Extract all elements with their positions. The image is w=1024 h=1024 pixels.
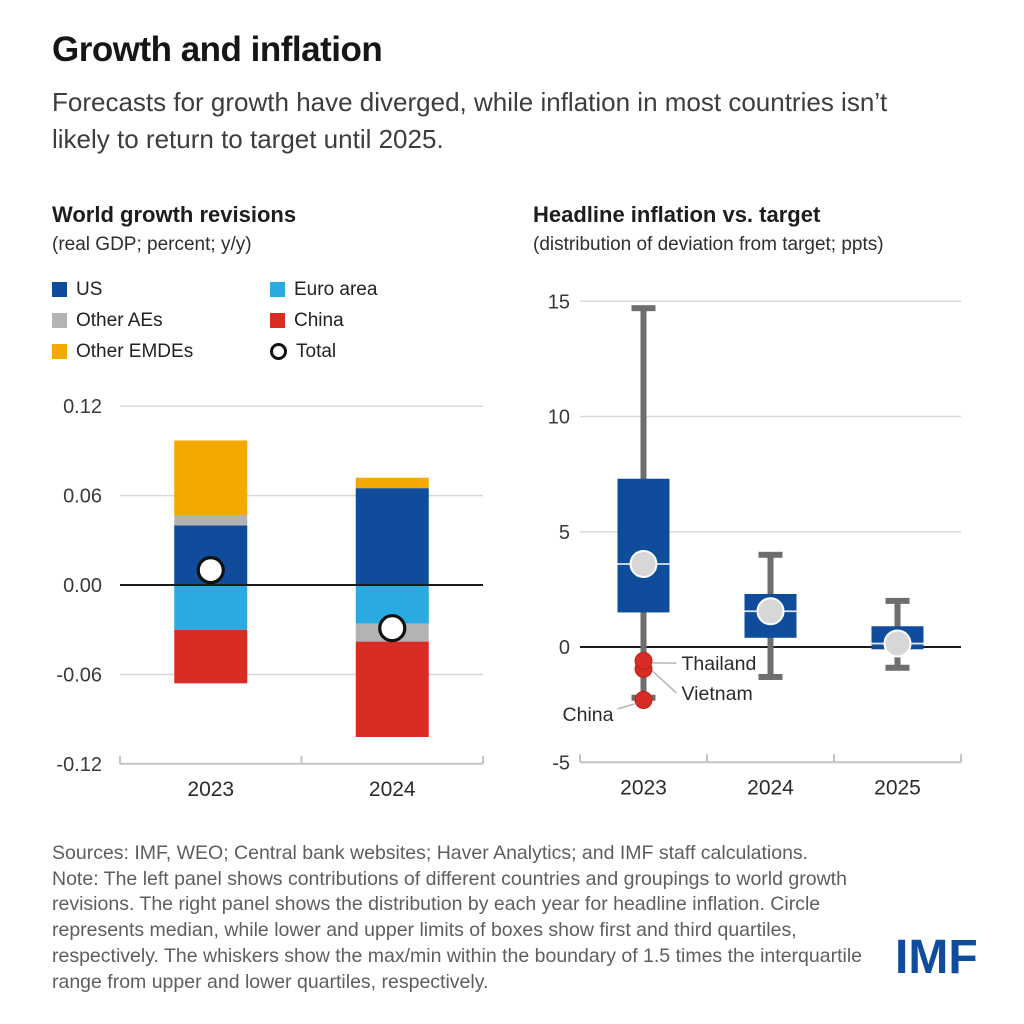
legend-item-other-emdes: Other EMDEs: [52, 341, 270, 362]
x-axis-category-label: 2023: [187, 778, 234, 801]
imf-logo: IMF: [895, 931, 978, 984]
annotation-label-vietnam: Vietnam: [682, 683, 753, 705]
legend-item-china: China: [270, 310, 377, 331]
y-axis-tick-label: 0.00: [63, 575, 102, 597]
x-axis-category-label: 2023: [620, 776, 667, 799]
y-axis-tick-label: 10: [548, 407, 570, 429]
legend-swatch-icon: [270, 313, 285, 328]
total-marker-2023: [196, 556, 225, 585]
bar-segment-china-2024: [355, 641, 429, 737]
y-axis-tick-label: 5: [559, 522, 570, 544]
sources-text: Sources: IMF, WEO; Central bank websites…: [52, 842, 809, 864]
legend-label: Other AEs: [76, 309, 163, 331]
y-axis-tick-label: 0.06: [63, 486, 102, 508]
legend-item-total: Total: [270, 341, 377, 362]
whisker-cap-min-2025: [885, 664, 910, 671]
left-panel-subtitle: (real GDP; percent; y/y): [52, 234, 252, 255]
legend-swatch-icon: [52, 313, 67, 328]
legend-swatch-icon: [270, 282, 285, 297]
whisker-cap-max-2024: [758, 551, 783, 558]
note-text: Note: The left panel shows contributions…: [52, 867, 862, 993]
legend: US Other AEs Other EMDEs Euro area China Tota…: [52, 279, 377, 362]
annotation-label-thailand: Thailand: [682, 653, 757, 675]
legend-swatch-icon: [52, 344, 67, 359]
legend-swatch-icon: [52, 282, 67, 297]
x-axis-category-label: 2024: [747, 776, 794, 799]
left-panel-title: World growth revisions: [52, 202, 297, 227]
annotation-leader-vietnam: [651, 670, 678, 694]
legend-label: Other EMDEs: [76, 340, 194, 362]
bar-segment-other-emdes-2024: [355, 477, 429, 489]
whisker-cap-min-2024: [758, 673, 783, 680]
legend-label: China: [294, 309, 344, 331]
iqr-box-2023: [617, 478, 670, 613]
legend-ring-icon: [270, 343, 287, 360]
median-marker-2025: [883, 629, 912, 658]
y-axis-tick-label: 0: [559, 637, 570, 659]
whisker-cap-max-2023: [631, 305, 656, 312]
right-panel-subtitle: (distribution of deviation from target; …: [533, 234, 884, 255]
growth-revisions-bar-chart: 0.12 0.06 0.00 -0.06 -0.12 2023 2024: [56, 396, 484, 801]
legend-label: Euro area: [294, 278, 378, 300]
total-marker-2024: [378, 614, 407, 643]
y-axis-tick-label: -5: [552, 752, 570, 774]
inflation-boxplot-chart: 15 10 5 0 -5 Thailand Vietnam China 2023 2024 2025: [548, 291, 962, 799]
bar-segment-china-2023: [174, 629, 248, 684]
page-subtitle: Forecasts for growth have diverged, whil…: [52, 87, 888, 154]
bar-segment-us-2024: [355, 488, 429, 585]
y-axis-tick-label: 15: [548, 291, 570, 313]
bar-segment-other-aes-2023: [174, 514, 248, 526]
outlier-dot-thailand: [634, 651, 653, 670]
x-axis-category-label: 2024: [369, 778, 416, 801]
bar-segment-euro-area-2023: [174, 585, 248, 630]
legend-item-euro-area: Euro area: [270, 279, 377, 300]
median-marker-2023: [629, 550, 658, 579]
y-axis-tick-label: 0.12: [63, 396, 102, 418]
footnote: Sources: IMF, WEO; Central bank websites…: [52, 841, 864, 995]
legend-label: US: [76, 278, 103, 300]
outlier-dot-china: [634, 691, 653, 710]
y-axis-tick-label: -0.12: [56, 754, 102, 776]
legend-item-other-aes: Other AEs: [52, 310, 270, 331]
bar-segment-other-emdes-2023: [174, 440, 248, 515]
y-axis-tick-label: -0.06: [56, 664, 102, 686]
whisker-cap-max-2025: [885, 597, 910, 604]
annotation-leader-china: [617, 703, 635, 710]
x-axis-category-label: 2025: [874, 776, 921, 799]
median-marker-2024: [756, 597, 785, 626]
annotation-label-china: China: [563, 704, 614, 726]
legend-item-us: US: [52, 279, 270, 300]
legend-label: Total: [296, 340, 337, 362]
right-panel-title: Headline inflation vs. target: [533, 202, 821, 227]
page-title: Growth and inflation: [52, 30, 383, 69]
